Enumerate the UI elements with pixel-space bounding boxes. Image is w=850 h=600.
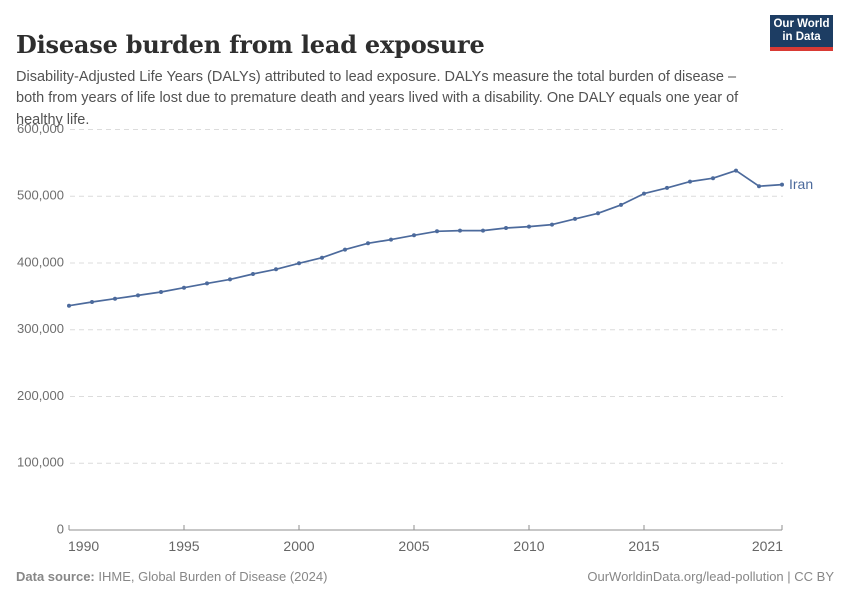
x-tick-label: 2005: [398, 538, 429, 554]
data-point[interactable]: [688, 179, 692, 184]
y-tick-label: 200,000: [17, 388, 64, 403]
data-point[interactable]: [320, 255, 324, 260]
data-point[interactable]: [90, 300, 94, 304]
data-point[interactable]: [573, 216, 577, 221]
data-point[interactable]: [504, 226, 508, 230]
data-source-value: IHME, Global Burden of Disease (2024): [94, 568, 328, 584]
data-point[interactable]: [366, 241, 370, 246]
series-end-label[interactable]: Iran: [789, 176, 813, 192]
owid-logo-line2: in Data: [782, 31, 821, 43]
data-point[interactable]: [182, 285, 186, 290]
data-point[interactable]: [734, 168, 738, 173]
data-point[interactable]: [619, 202, 623, 207]
y-tick-label: 500,000: [17, 188, 64, 203]
x-tick-label: 2015: [628, 538, 659, 554]
data-point[interactable]: [481, 228, 485, 233]
data-source-label: Data source:: [16, 568, 95, 584]
x-tick-label: 2010: [513, 538, 544, 554]
data-point[interactable]: [435, 229, 439, 234]
data-point[interactable]: [550, 222, 554, 227]
data-point[interactable]: [780, 182, 784, 187]
x-tick-label: 2000: [283, 538, 314, 554]
data-point[interactable]: [113, 296, 117, 301]
data-point[interactable]: [596, 211, 600, 216]
y-tick-label: 100,000: [17, 455, 64, 470]
data-point[interactable]: [297, 261, 301, 266]
data-point[interactable]: [665, 185, 669, 190]
data-point[interactable]: [205, 281, 209, 286]
x-tick-label: 1995: [168, 538, 199, 554]
data-point[interactable]: [159, 290, 163, 294]
y-tick-label: 0: [57, 521, 64, 536]
x-tick-label: 2021: [752, 538, 783, 554]
data-point[interactable]: [642, 191, 646, 196]
owid-logo-line1: Our World: [773, 18, 830, 30]
chart-subtitle: Disability-Adjusted Life Years (DALYs) a…: [16, 68, 739, 128]
data-point[interactable]: [67, 303, 71, 308]
data-point[interactable]: [251, 272, 255, 276]
x-tick-label: 1990: [68, 538, 99, 554]
data-point[interactable]: [527, 224, 531, 229]
owid-license-link[interactable]: OurWorldinData.org/lead-pollution | CC B…: [587, 568, 834, 584]
data-point[interactable]: [757, 184, 761, 189]
data-point[interactable]: [389, 237, 393, 242]
data-point[interactable]: [412, 233, 416, 238]
chart-footer: Data source: IHME, Global Burden of Dise…: [16, 566, 834, 586]
data-point[interactable]: [228, 277, 232, 282]
data-point[interactable]: [458, 228, 462, 233]
chart-line[interactable]: [68, 169, 783, 307]
data-point[interactable]: [274, 267, 278, 272]
data-source-text: Data source: IHME, Global Burden of Dise…: [16, 569, 327, 584]
y-tick-label: 300,000: [17, 321, 64, 336]
y-tick-label: 400,000: [17, 254, 64, 269]
y-tick-label: 600,000: [17, 121, 64, 136]
owid-logo[interactable]: Our World in Data: [770, 15, 833, 51]
data-point[interactable]: [136, 293, 140, 298]
data-point[interactable]: [711, 176, 715, 181]
data-point[interactable]: [343, 247, 347, 252]
page-title: Disease burden from lead exposure: [16, 30, 485, 60]
